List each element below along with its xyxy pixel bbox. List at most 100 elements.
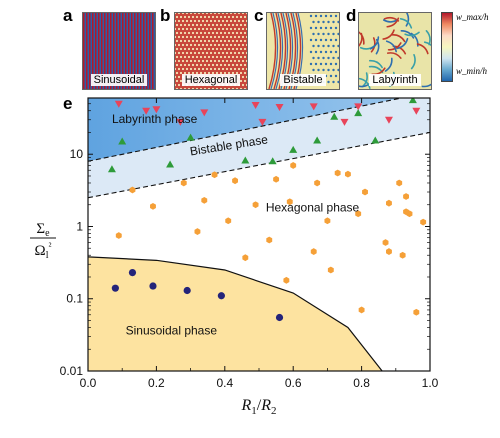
triangle-up-point <box>354 109 363 117</box>
circle-point <box>217 292 225 300</box>
triangle-down-point <box>176 118 185 126</box>
sinusoidal-region <box>88 256 383 371</box>
hexagon-point <box>286 198 293 206</box>
triangle-down-point <box>114 100 123 108</box>
labyrinth-bistable-boundary <box>88 98 405 162</box>
hexagon-point <box>201 196 208 204</box>
y-tick-label: 0.1 <box>66 292 83 306</box>
hexagon-point <box>413 308 420 316</box>
labyrinth-pattern-thumbnail: Labyrinth <box>358 12 432 90</box>
circle-point <box>183 286 191 295</box>
triangle-down-point <box>258 118 267 126</box>
triangle-up-point <box>186 133 195 141</box>
labyrinth-phase-label: Labyrinth phase <box>112 112 198 126</box>
hexagon-point <box>324 217 331 225</box>
panel-letter-d: d <box>346 6 357 25</box>
y-tick-label: 0.01 <box>60 364 84 378</box>
triangle-down-point <box>340 118 349 126</box>
triangle-up-point <box>330 112 339 120</box>
triangle-down-point <box>309 103 318 111</box>
colorbar-min-label: w_min/h <box>456 66 488 76</box>
x-tick-label: 0.4 <box>216 376 233 390</box>
hexagon-point <box>403 193 410 200</box>
hexagon-point <box>386 199 392 207</box>
bistable-pattern-thumbnail: Bistable <box>266 12 340 90</box>
hexagon-point <box>310 248 317 255</box>
bistable-label: Bistable <box>280 74 326 86</box>
panel-letter-e: e <box>63 94 73 113</box>
triangle-down-point <box>142 107 151 115</box>
colorbar-gradient <box>442 13 452 81</box>
sinusoidal-phase-label: Sinusoidal phase <box>126 323 218 337</box>
triangle-down-point <box>384 116 393 124</box>
hexagon-point <box>194 228 201 235</box>
triangle-down-point <box>200 109 209 117</box>
triangle-up-point <box>371 136 380 144</box>
colorbar <box>441 12 453 82</box>
triangle-up-point <box>118 137 127 145</box>
hexagon-point <box>382 239 389 246</box>
circle-point <box>111 284 119 292</box>
x-tick-label: 0.8 <box>353 376 370 390</box>
panel-letter-a: a <box>63 6 73 25</box>
hexagon-point <box>150 202 156 210</box>
sinusoidal-pattern-thumbnail: Sinusoidal <box>82 12 156 90</box>
triangle-down-point <box>412 107 421 115</box>
hexagon-point <box>314 179 321 187</box>
panel-letter-b: b <box>160 6 171 25</box>
hexagon-point <box>327 266 334 274</box>
hexagon-point <box>334 169 341 177</box>
triangle-up-point <box>408 98 417 104</box>
hexagon-point <box>266 236 273 244</box>
hexagon-point <box>386 248 392 255</box>
triangle-up-point <box>268 157 277 165</box>
labyrinth-label: Labyrinth <box>369 74 421 86</box>
y-tick-label: 1 <box>76 219 83 233</box>
hexagon-point <box>362 188 368 196</box>
x-tick-label: 0.2 <box>148 376 165 390</box>
hexagon-point <box>290 162 297 169</box>
x-tick-label: 0.0 <box>80 376 97 390</box>
hexagon-point <box>406 210 413 218</box>
hexagon-point <box>211 171 218 179</box>
hexagon-point <box>396 179 403 187</box>
triangle-up-point <box>166 160 175 168</box>
circle-point <box>275 313 284 322</box>
hexagon-point <box>232 177 239 185</box>
triangle-down-point <box>251 102 260 110</box>
hexagon-point <box>273 175 280 183</box>
circle-point <box>128 269 137 277</box>
labyrinth-region <box>88 98 430 162</box>
x-tick-label: 0.6 <box>285 376 302 390</box>
triangle-down-point <box>275 104 284 112</box>
triangle-up-point <box>289 145 298 153</box>
triangle-down-point <box>152 106 161 114</box>
hexagon-point <box>355 210 362 218</box>
sinusoidal-pattern-image <box>83 13 155 89</box>
triangle-down-point <box>354 103 363 111</box>
hexagon-point <box>399 251 406 259</box>
hexagon-point <box>115 232 122 239</box>
hexagon-point <box>344 170 351 178</box>
hexagon-point <box>242 254 249 262</box>
hexagon-point <box>129 186 136 194</box>
hexagonal-label: Hexagonal <box>181 74 241 86</box>
triangle-up-point <box>313 136 322 144</box>
x-tick-label: 1.0 <box>422 376 439 390</box>
panel-letter-c: c <box>254 6 264 25</box>
hexagon-point <box>180 179 187 187</box>
sinusoidal-boundary <box>88 256 383 371</box>
hexagon-point <box>283 276 290 284</box>
y-axis-label-denominator: Ωl² <box>35 241 52 261</box>
hexagon-point <box>252 201 259 209</box>
sinusoidal-label: Sinusoidal <box>90 74 148 86</box>
hexagonal-pattern-thumbnail: Hexagonal <box>174 12 248 90</box>
triangle-up-point <box>241 156 250 164</box>
hexagon-point <box>420 218 427 226</box>
colorbar-max-label: w_max/h <box>456 12 489 22</box>
hexagon-point <box>358 306 365 314</box>
triangle-up-point <box>107 165 116 173</box>
x-axis-label: R1/R2 <box>240 397 276 417</box>
